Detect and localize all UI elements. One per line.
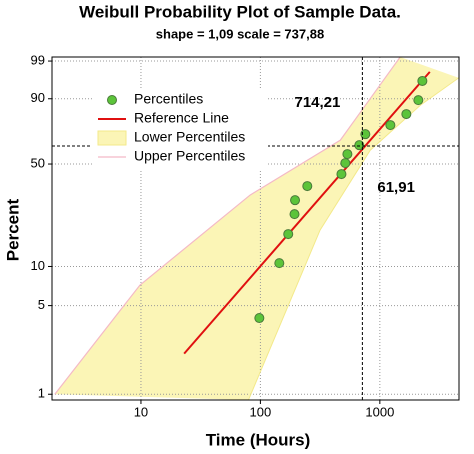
chart-subtitle: shape = 1,09 scale = 737,88 (156, 26, 324, 41)
reference-line (183, 71, 431, 355)
y-tick-label: 5 (38, 297, 45, 312)
data-point (354, 140, 365, 151)
legend-box (92, 89, 268, 169)
y-tick-label: 50 (31, 155, 45, 170)
y-axis-label: Percent (3, 198, 22, 261)
data-point (283, 229, 294, 240)
lower-percentile-line (247, 77, 459, 400)
data-point (360, 129, 371, 140)
data-point (401, 109, 412, 120)
data-point (289, 209, 300, 220)
data-point (336, 169, 347, 180)
legend-symbol (97, 130, 127, 146)
data-point (385, 120, 396, 131)
x-tick-label: 100 (250, 404, 272, 419)
chart-title: Weibull Probability Plot of Sample Data. (79, 2, 401, 21)
y-tick-label: 10 (31, 258, 45, 273)
plot-frame (51, 56, 460, 401)
legend-label: Percentiles (134, 91, 203, 107)
data-point (417, 75, 428, 86)
data-point (254, 313, 265, 324)
data-point (302, 181, 313, 192)
data-point (290, 195, 301, 206)
data-point (413, 95, 424, 106)
legend-label: Lower Percentiles (134, 129, 245, 145)
legend-label: Reference Line (134, 110, 229, 126)
upper-percentile-line (54, 57, 401, 395)
y-tick-label: 90 (31, 90, 45, 105)
x-tick-label: 1000 (365, 404, 394, 419)
x-tick-label: 10 (134, 404, 148, 419)
data-point (342, 149, 353, 160)
crosshair-y-label: 61,91 (377, 179, 415, 196)
legend-symbol (107, 95, 117, 105)
data-point (274, 258, 285, 269)
y-tick-label: 1 (38, 386, 45, 401)
legend-label: Upper Percentiles (134, 148, 245, 164)
x-axis-label: Time (Hours) (206, 430, 311, 449)
crosshair-x-label: 714,21 (294, 94, 340, 111)
y-tick-label: 99 (31, 52, 45, 67)
data-point (340, 158, 351, 169)
